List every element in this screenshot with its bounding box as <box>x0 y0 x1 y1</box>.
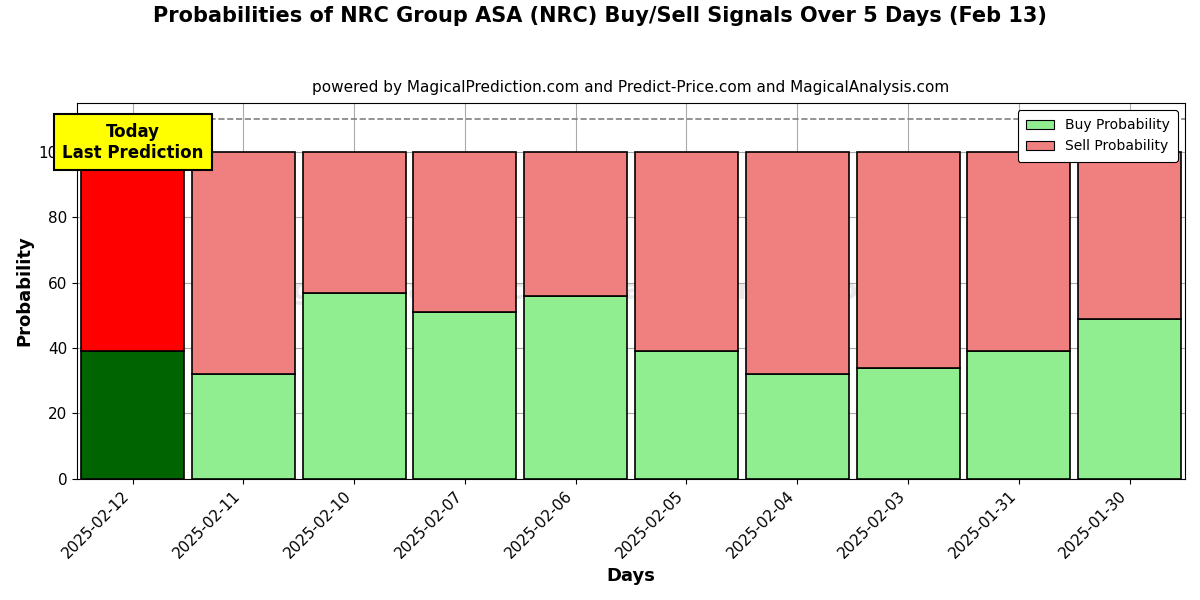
Bar <box>192 152 295 374</box>
Bar <box>967 352 1070 479</box>
Bar <box>857 368 960 479</box>
Bar <box>82 152 184 352</box>
Bar <box>413 312 516 479</box>
Bar <box>1078 319 1181 479</box>
Bar <box>413 152 516 312</box>
X-axis label: Days: Days <box>607 567 655 585</box>
Bar <box>745 152 848 374</box>
Legend: Buy Probability, Sell Probability: Buy Probability, Sell Probability <box>1018 110 1178 161</box>
Bar <box>635 152 738 352</box>
Text: MagicalAnalysis.com: MagicalAnalysis.com <box>246 277 572 305</box>
Text: MagicalPrediction.com: MagicalPrediction.com <box>596 277 953 305</box>
Text: Today
Last Prediction: Today Last Prediction <box>62 123 203 161</box>
Bar <box>524 152 628 296</box>
Bar <box>524 296 628 479</box>
Y-axis label: Probability: Probability <box>14 236 32 346</box>
Bar <box>192 374 295 479</box>
Bar <box>302 293 406 479</box>
Bar <box>967 152 1070 352</box>
Bar <box>857 152 960 368</box>
Text: Probabilities of NRC Group ASA (NRC) Buy/Sell Signals Over 5 Days (Feb 13): Probabilities of NRC Group ASA (NRC) Buy… <box>154 6 1046 26</box>
Bar <box>745 374 848 479</box>
Bar <box>82 352 184 479</box>
Bar <box>302 152 406 293</box>
Bar <box>1078 152 1181 319</box>
Title: powered by MagicalPrediction.com and Predict-Price.com and MagicalAnalysis.com: powered by MagicalPrediction.com and Pre… <box>312 80 949 95</box>
Bar <box>635 352 738 479</box>
